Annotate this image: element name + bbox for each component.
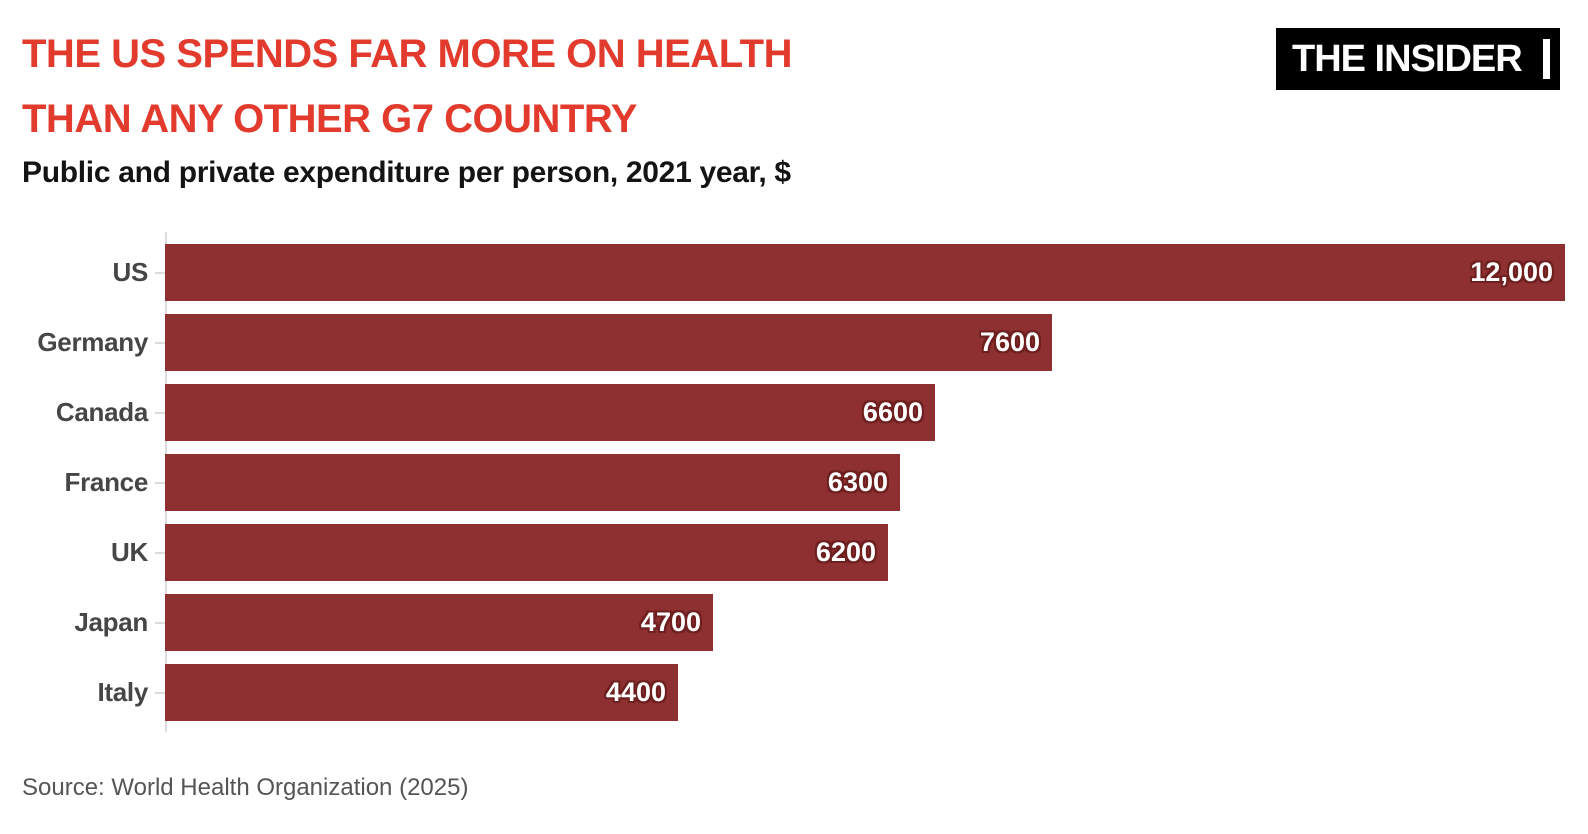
tick-mark-icon xyxy=(155,341,165,344)
value-label: 6200 xyxy=(815,537,876,567)
value-label: 4700 xyxy=(640,607,701,637)
bar-uk: 6200 xyxy=(165,524,888,581)
chart-title-line1: THE US SPENDS FAR MORE ON HEALTH xyxy=(22,32,792,76)
chart-title: THE US SPENDS FAR MORE ON HEALTH THAN AN… xyxy=(22,22,792,152)
chart-subtitle: Public and private expenditure per perso… xyxy=(22,156,791,189)
bar-germany: 7600 xyxy=(165,314,1052,371)
tick-mark-icon xyxy=(155,271,165,274)
category-label: Japan xyxy=(74,607,148,637)
tick-mark-icon xyxy=(155,691,165,694)
value-label: 12,000 xyxy=(1470,257,1553,287)
logo-cursor-icon xyxy=(1543,39,1550,79)
bar-row: Japan 4700 xyxy=(0,594,1588,651)
value-label: 4400 xyxy=(605,677,666,707)
category-label: US xyxy=(112,257,148,287)
category-label: UK xyxy=(111,537,148,567)
bar-row: UK 6200 xyxy=(0,524,1588,581)
bar-row: Italy 4400 xyxy=(0,664,1588,721)
bar-rows: US 12,000 Germany 7600 Canada 6600 France 6300 U… xyxy=(0,244,1588,721)
chart-title-line2: THAN ANY OTHER G7 COUNTRY xyxy=(22,97,637,141)
bar-row: Canada 6600 xyxy=(0,384,1588,441)
source-note: Source: World Health Organization (2025) xyxy=(22,774,469,801)
bar-japan: 4700 xyxy=(165,594,713,651)
category-label: Italy xyxy=(97,677,148,707)
bar-row: US 12,000 xyxy=(0,244,1588,301)
category-label: Germany xyxy=(37,327,148,357)
bar-canada: 6600 xyxy=(165,384,935,441)
category-label: France xyxy=(64,467,149,497)
tick-mark-icon xyxy=(155,551,165,554)
tick-mark-icon xyxy=(155,411,165,414)
bar-row: Germany 7600 xyxy=(0,314,1588,371)
bar-france: 6300 xyxy=(165,454,900,511)
value-label: 6600 xyxy=(862,397,923,427)
the-insider-logo: THE INSIDER xyxy=(1276,28,1560,90)
tick-mark-icon xyxy=(155,621,165,624)
bar-row: France 6300 xyxy=(0,454,1588,511)
bar-chart: US 12,000 Germany 7600 Canada 6600 France 6300 U… xyxy=(0,232,1588,732)
bar-italy: 4400 xyxy=(165,664,678,721)
logo-text: THE INSIDER xyxy=(1292,37,1523,80)
value-label: 6300 xyxy=(827,467,888,497)
tick-mark-icon xyxy=(155,481,165,484)
value-label: 7600 xyxy=(979,327,1040,357)
category-label: Canada xyxy=(55,397,148,427)
bar-us: 12,000 xyxy=(165,244,1565,301)
